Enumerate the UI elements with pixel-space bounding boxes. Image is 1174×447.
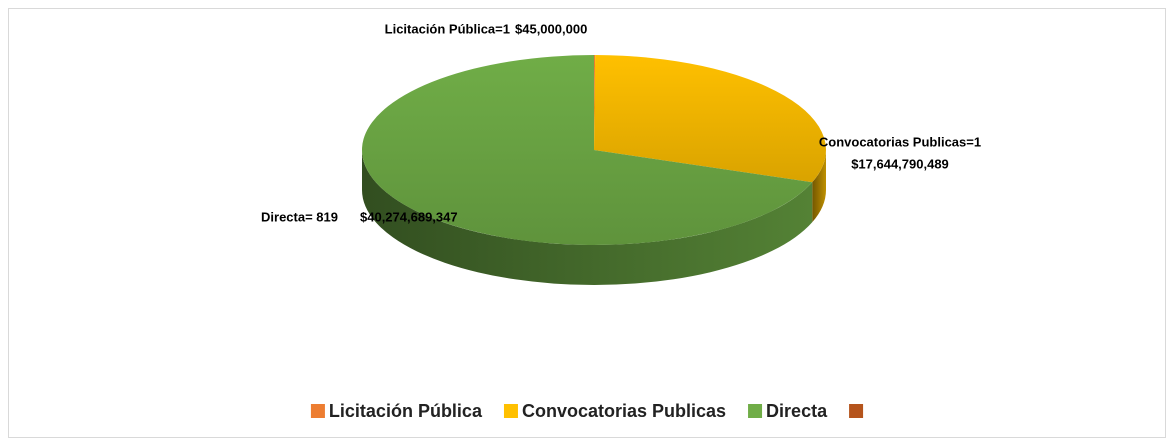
slice [594, 55, 826, 183]
data-label: $45,000,000 [515, 21, 587, 36]
data-label: $17,644,790,489 [851, 156, 949, 171]
legend-label: Convocatorias Publicas [522, 401, 726, 421]
legend-label: Directa [766, 401, 828, 421]
data-label-name: Directa= 819 [261, 209, 338, 224]
data-label-name: Licitación Pública=1 [385, 21, 510, 36]
legend-swatch [310, 404, 325, 418]
slice-side [362, 150, 813, 285]
data-label: $40,274,689,347 [360, 209, 458, 224]
legend-swatch [849, 404, 864, 418]
slice [361, 55, 813, 245]
legend-label: Licitación Pública [329, 401, 483, 421]
legend-swatch [748, 404, 763, 418]
slice [594, 55, 596, 150]
legend-swatch [503, 404, 518, 418]
slice-side [812, 150, 826, 223]
data-label-name: Convocatorias Publicas=1 [819, 134, 981, 149]
